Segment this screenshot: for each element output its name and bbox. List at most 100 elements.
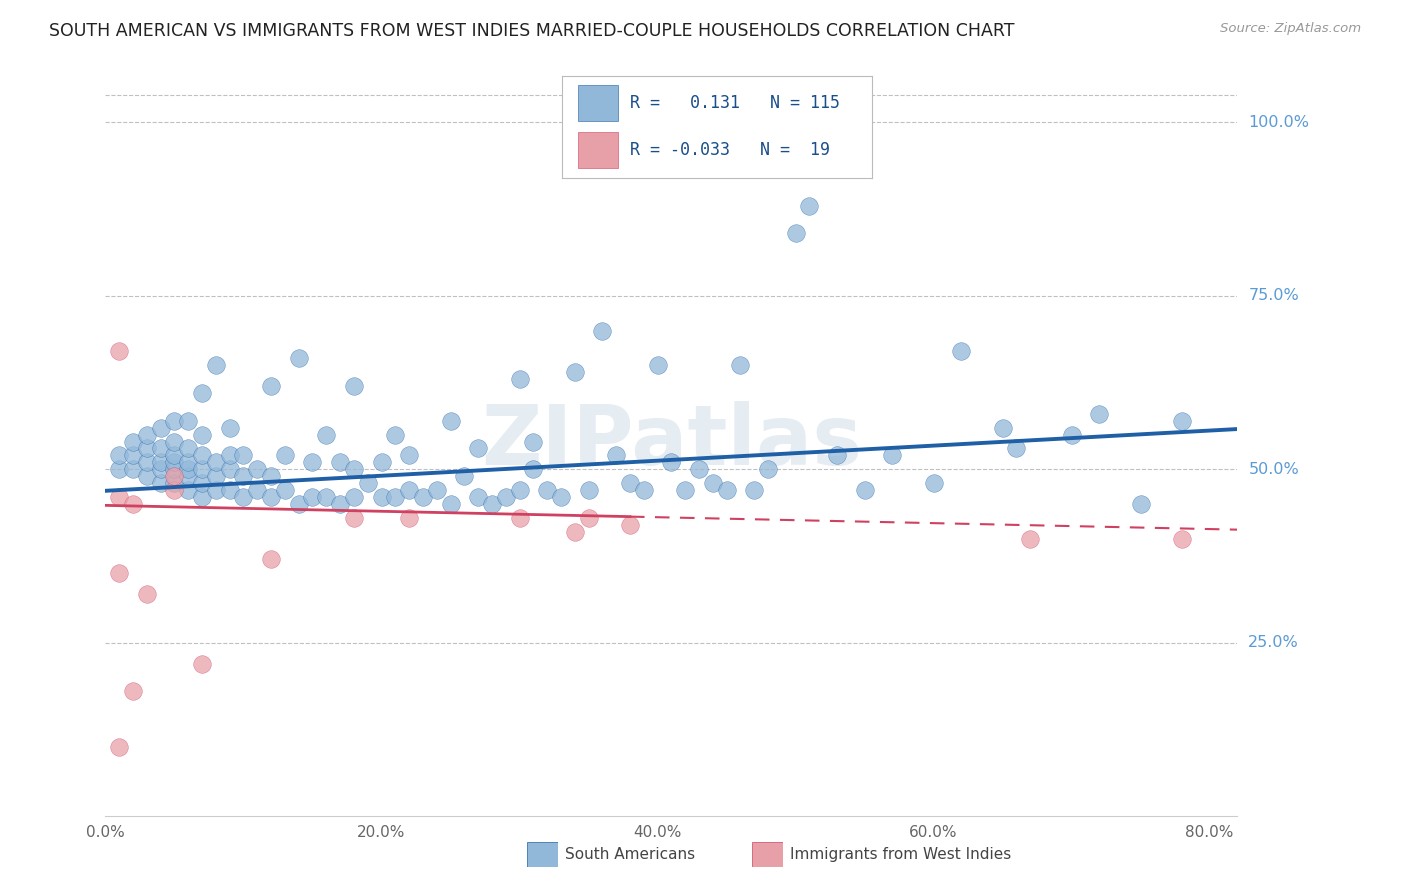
- Point: [177, 469, 200, 483]
- Point: [716, 483, 738, 497]
- Point: [522, 434, 544, 449]
- Text: 75.0%: 75.0%: [1249, 288, 1299, 303]
- Point: [1019, 532, 1042, 546]
- Point: [218, 483, 240, 497]
- Text: Source: ZipAtlas.com: Source: ZipAtlas.com: [1220, 22, 1361, 36]
- Point: [122, 449, 145, 463]
- Point: [177, 462, 200, 476]
- Point: [509, 372, 531, 386]
- Point: [1171, 414, 1194, 428]
- Point: [135, 469, 157, 483]
- Point: [647, 358, 669, 372]
- Point: [661, 455, 683, 469]
- Point: [191, 449, 214, 463]
- Point: [108, 462, 131, 476]
- Point: [122, 462, 145, 476]
- Point: [287, 351, 309, 366]
- Point: [205, 358, 228, 372]
- Point: [205, 469, 228, 483]
- Point: [135, 427, 157, 442]
- Point: [218, 462, 240, 476]
- Point: [122, 684, 145, 698]
- Point: [149, 462, 172, 476]
- Point: [673, 483, 696, 497]
- Point: [550, 490, 572, 504]
- Point: [108, 344, 131, 359]
- Bar: [578, 132, 619, 168]
- Point: [564, 524, 586, 539]
- Point: [343, 490, 366, 504]
- Point: [578, 511, 600, 525]
- Point: [578, 483, 600, 497]
- Point: [825, 449, 848, 463]
- Bar: [578, 85, 619, 121]
- Point: [384, 490, 406, 504]
- Point: [301, 455, 323, 469]
- Point: [274, 483, 297, 497]
- Point: [149, 455, 172, 469]
- Point: [260, 552, 283, 566]
- Point: [274, 449, 297, 463]
- Point: [177, 442, 200, 456]
- Point: [218, 420, 240, 434]
- Point: [191, 490, 214, 504]
- Point: [163, 414, 186, 428]
- Point: [232, 490, 254, 504]
- Point: [191, 657, 214, 671]
- Point: [315, 427, 337, 442]
- Point: [370, 490, 392, 504]
- Point: [149, 420, 172, 434]
- Point: [398, 511, 420, 525]
- Point: [1060, 427, 1083, 442]
- Point: [522, 462, 544, 476]
- Point: [1129, 497, 1152, 511]
- Point: [163, 449, 186, 463]
- Point: [619, 517, 641, 532]
- Point: [246, 462, 269, 476]
- Point: [108, 490, 131, 504]
- Point: [108, 739, 131, 754]
- Point: [853, 483, 876, 497]
- Point: [742, 483, 765, 497]
- Point: [343, 511, 366, 525]
- Point: [287, 497, 309, 511]
- Point: [467, 490, 489, 504]
- Point: [232, 469, 254, 483]
- Point: [509, 483, 531, 497]
- Text: Immigrants from West Indies: Immigrants from West Indies: [790, 847, 1011, 862]
- Point: [991, 420, 1014, 434]
- Point: [730, 358, 752, 372]
- Point: [688, 462, 710, 476]
- Point: [191, 476, 214, 491]
- Point: [177, 414, 200, 428]
- Point: [329, 455, 352, 469]
- Point: [163, 483, 186, 497]
- Point: [591, 324, 613, 338]
- Point: [163, 476, 186, 491]
- Text: 25.0%: 25.0%: [1249, 635, 1299, 650]
- Point: [191, 427, 214, 442]
- Point: [799, 199, 821, 213]
- Point: [163, 469, 186, 483]
- Point: [1005, 442, 1028, 456]
- Point: [702, 476, 724, 491]
- Point: [205, 483, 228, 497]
- Point: [398, 483, 420, 497]
- Point: [439, 414, 461, 428]
- Point: [149, 442, 172, 456]
- Point: [135, 455, 157, 469]
- Point: [108, 449, 131, 463]
- Point: [177, 455, 200, 469]
- Point: [135, 442, 157, 456]
- Point: [218, 449, 240, 463]
- Point: [329, 497, 352, 511]
- Text: 50.0%: 50.0%: [1249, 462, 1299, 477]
- Point: [536, 483, 558, 497]
- Point: [439, 497, 461, 511]
- Point: [357, 476, 380, 491]
- Text: SOUTH AMERICAN VS IMMIGRANTS FROM WEST INDIES MARRIED-COUPLE HOUSEHOLDS CORRELAT: SOUTH AMERICAN VS IMMIGRANTS FROM WEST I…: [49, 22, 1015, 40]
- Text: R = -0.033   N =  19: R = -0.033 N = 19: [630, 141, 831, 159]
- Point: [191, 462, 214, 476]
- Point: [343, 379, 366, 393]
- Point: [232, 449, 254, 463]
